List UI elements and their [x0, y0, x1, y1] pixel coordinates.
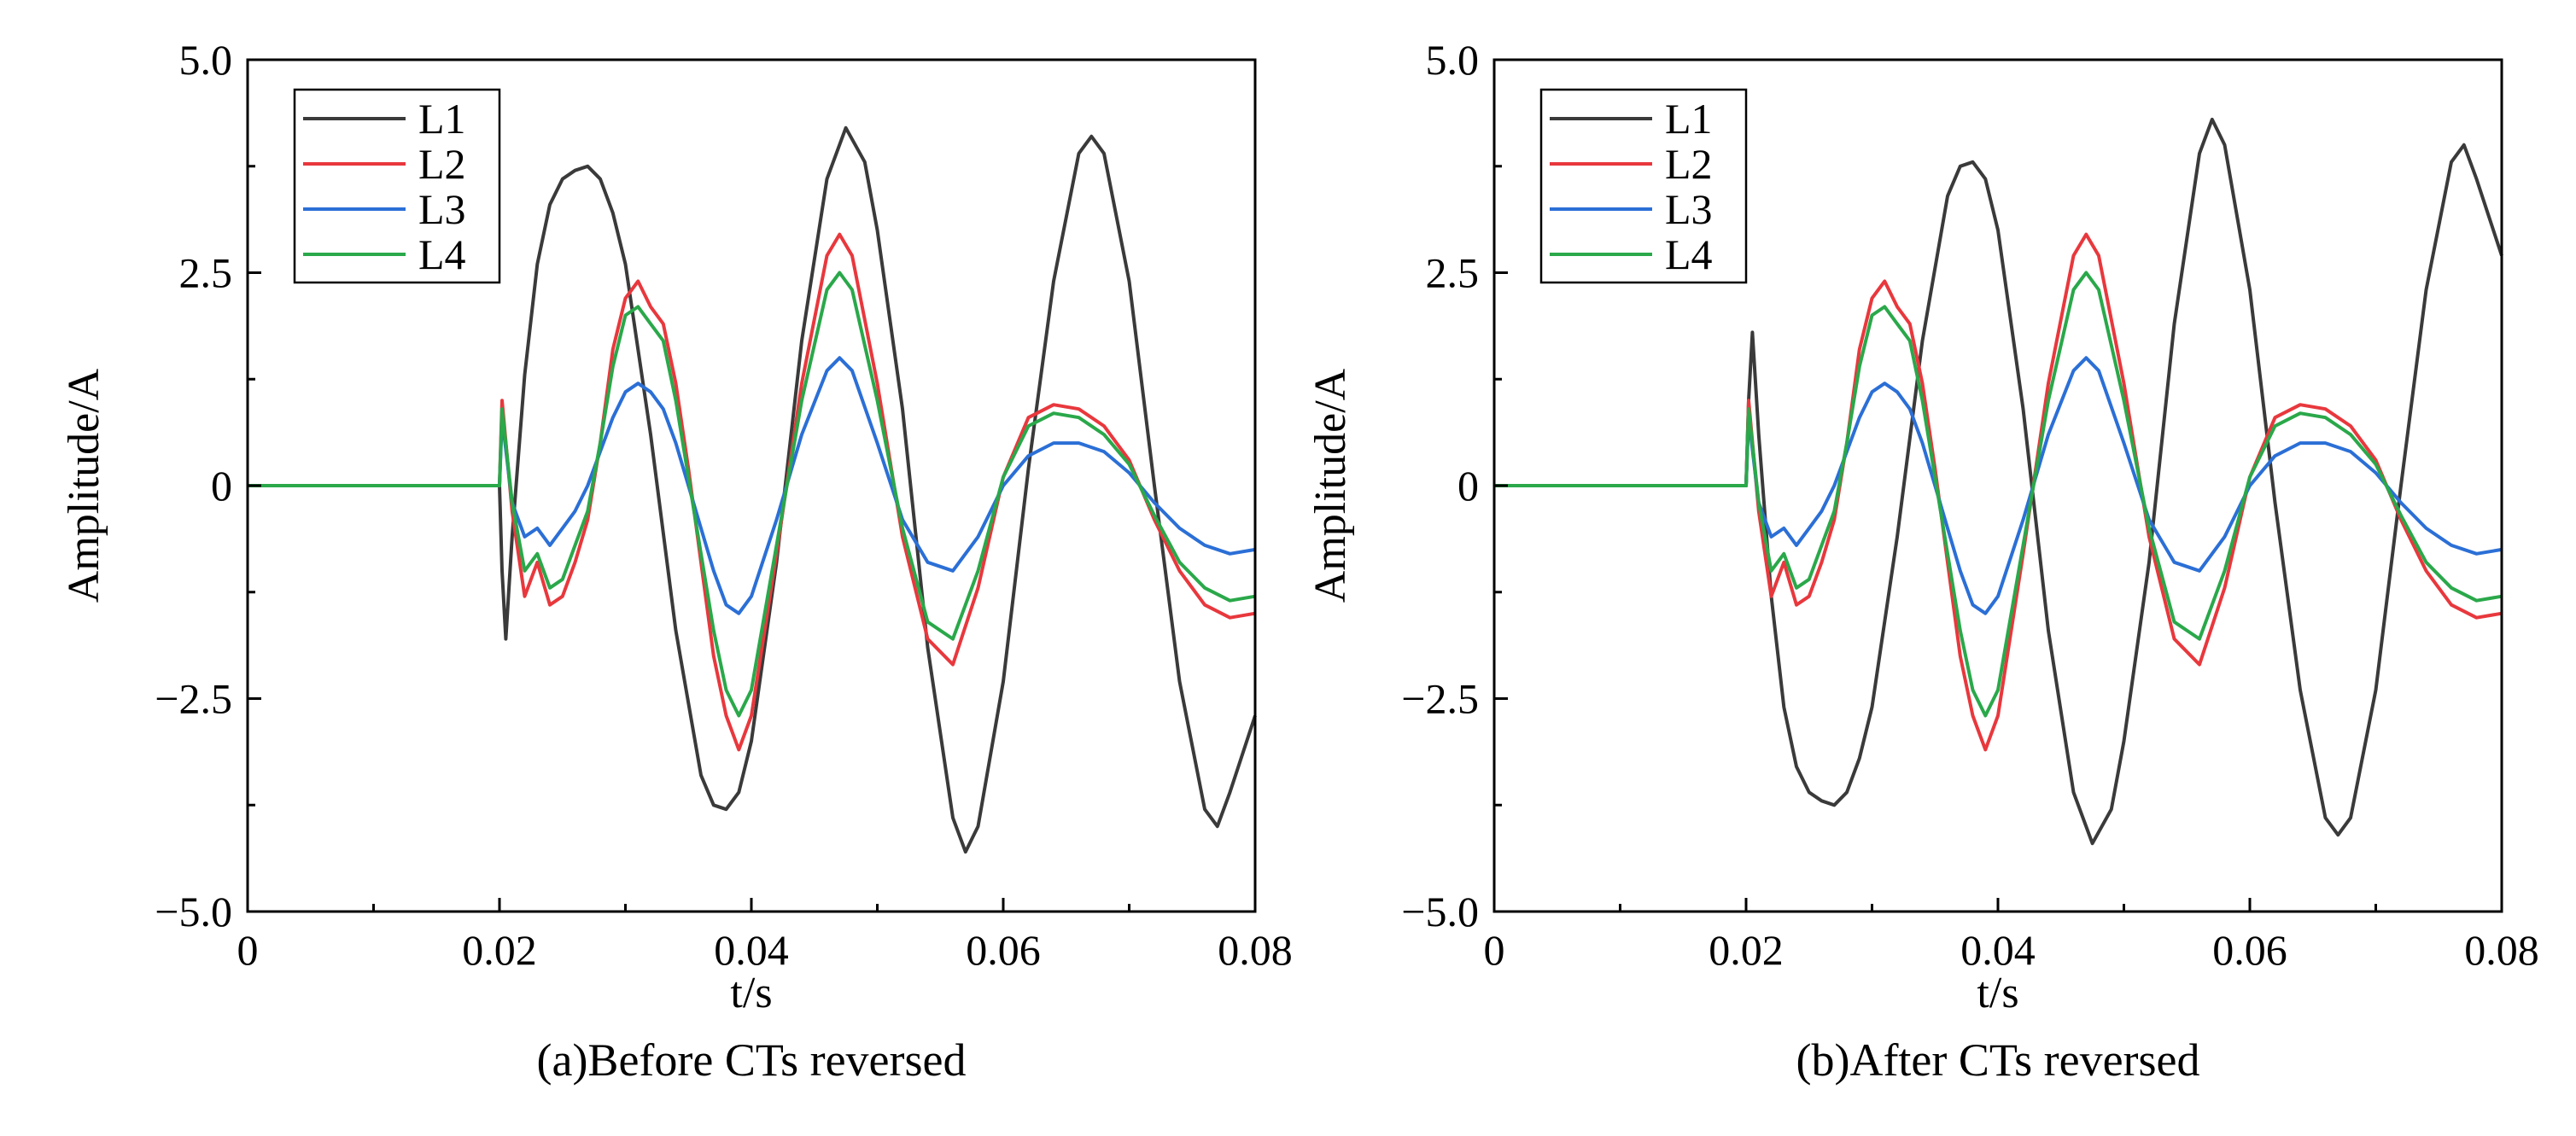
y-tick-label: 2.5 [179, 249, 233, 297]
y-tick-label: 5.0 [179, 36, 233, 84]
legend-label-l1: L1 [418, 95, 466, 143]
x-tick-label: 0.08 [1218, 926, 1293, 974]
chart-caption: (b)After CTs reversed [1796, 1034, 2199, 1086]
series-line-l1 [1494, 117, 2503, 846]
y-axis-label: Amplitude/A [1306, 368, 1355, 603]
series-line-l4 [1494, 271, 2503, 718]
legend-label-l3: L3 [1665, 185, 1713, 233]
x-tick-label: 0.06 [966, 926, 1041, 974]
x-tick-label: 0.02 [462, 926, 537, 974]
legend-label-l2: L2 [1665, 140, 1713, 188]
x-axis-label: t/s [730, 969, 772, 1017]
series-line-l2 [248, 232, 1256, 752]
legend-box [1539, 88, 1748, 284]
y-tick-label: −5.0 [155, 888, 232, 935]
y-tick-label: 5.0 [1426, 36, 1480, 84]
y-tick-label: 0 [1457, 462, 1479, 510]
x-tick-label: 0 [237, 926, 259, 974]
series-line-l4 [248, 271, 1256, 718]
x-tick-label: 0.08 [2464, 926, 2539, 974]
series-line-l1 [248, 125, 1257, 854]
x-tick-label: 0.02 [1709, 926, 1784, 974]
y-axis-label: Amplitude/A [60, 368, 108, 603]
legend-label-l3: L3 [418, 185, 466, 233]
x-tick-label: 0 [1484, 926, 1505, 974]
chart-caption: (a)Before CTs reversed [537, 1034, 967, 1086]
chart-panel-b: 0 0.02 0.04 0.06 0.08 5.0 2.5 0 −2.5 −5.0 t/s Ampli… [1306, 36, 2539, 1086]
y-tick-label: 2.5 [1426, 249, 1480, 297]
chart-panel-a: 0 0.02 0.04 0.06 0.08 5.0 2.5 0 −2.5 −5.0 t/s Ampli… [60, 36, 1293, 1086]
y-tick-label: 0 [211, 462, 232, 510]
series-line-l3 [248, 356, 1256, 615]
x-tick-label: 0.04 [714, 926, 789, 974]
legend-label-l4: L4 [1665, 230, 1713, 278]
x-tick-label: 0.06 [2212, 926, 2287, 974]
y-tick-label: −5.0 [1401, 888, 1479, 935]
legend-box [293, 88, 501, 284]
series-line-l2 [1494, 232, 2503, 752]
y-tick-label: −2.5 [1401, 675, 1479, 723]
x-axis-label: t/s [1977, 969, 2018, 1017]
legend-label-l1: L1 [1665, 95, 1713, 143]
legend-label-l2: L2 [418, 140, 466, 188]
series-line-l3 [1494, 356, 2503, 615]
y-tick-label: −2.5 [155, 675, 232, 723]
legend-label-l4: L4 [418, 230, 466, 278]
x-tick-label: 0.04 [1960, 926, 2036, 974]
